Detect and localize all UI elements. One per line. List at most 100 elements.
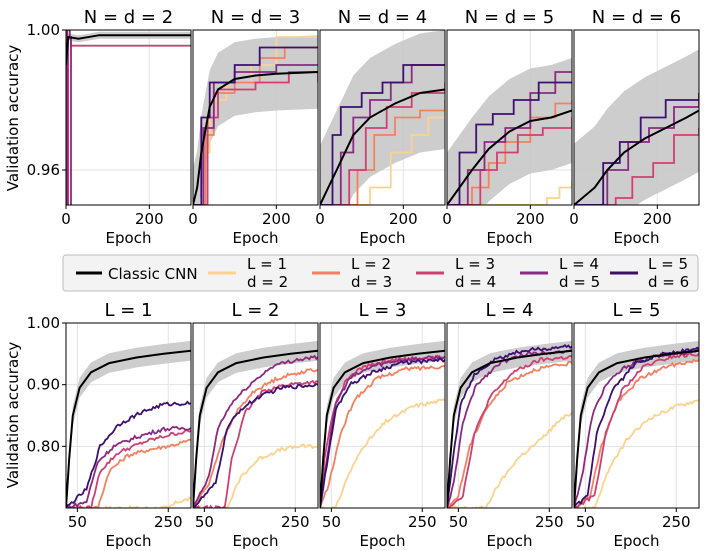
- series-line: [320, 354, 445, 508]
- top-panel-title: N = d = 6: [592, 7, 681, 28]
- x-tick-label: 200: [135, 210, 164, 228]
- legend-box: [62, 254, 699, 292]
- panel-frame: [319, 29, 446, 206]
- cnn-line: [574, 109, 699, 205]
- top-panel-title: N = d = 4: [338, 7, 427, 28]
- cnn-variance-band: [574, 340, 699, 508]
- top-panel-title: N = d = 3: [211, 7, 300, 28]
- series-line: [193, 46, 318, 205]
- cnn-line: [574, 349, 699, 508]
- panel-frame: [65, 29, 192, 206]
- cnn-variance-band: [320, 30, 445, 205]
- series-line: [66, 400, 191, 508]
- panel-frame: [446, 29, 573, 206]
- top-panel-title: N = d = 5: [465, 7, 554, 28]
- series-line: [320, 100, 445, 205]
- cnn-line: [447, 109, 572, 205]
- panel-frame: [192, 322, 319, 509]
- x-axis-label: Epoch: [614, 229, 660, 247]
- cnn-variance-band: [193, 35, 318, 205]
- legend-entry-5-line2: d = 6: [648, 273, 689, 291]
- x-tick-label: 50: [195, 513, 214, 531]
- x-axis-label: Epoch: [106, 532, 152, 550]
- legend-entry-4-line2: d = 5: [559, 273, 600, 291]
- series-line: [447, 411, 572, 508]
- cnn-line: [320, 88, 445, 205]
- series-line: [320, 365, 445, 508]
- plot-area: [574, 49, 699, 205]
- series-line: [320, 64, 445, 205]
- cnn-line: [66, 349, 191, 508]
- series-line: [193, 382, 318, 508]
- cnn-variance-band: [447, 58, 572, 205]
- y-tick-label: 0.96: [27, 161, 60, 179]
- x-tick-label: 50: [68, 513, 87, 531]
- panel-frame: [573, 29, 700, 206]
- x-tick-label: 50: [449, 513, 468, 531]
- x-axis-label: Epoch: [487, 229, 533, 247]
- legend-entry-3-line2: d = 4: [455, 273, 496, 291]
- top-panel-title: N = d = 2: [84, 7, 173, 28]
- series-line: [320, 116, 445, 205]
- bottom-panel-title: L = 2: [231, 300, 279, 321]
- bottom-panel-title: L = 1: [104, 300, 152, 321]
- series-line: [193, 46, 318, 205]
- x-tick-label: 200: [389, 210, 418, 228]
- plot-area: [193, 340, 318, 508]
- y-tick-label: 0.80: [27, 437, 60, 455]
- legend-entry-2-line1: L = 2: [351, 255, 391, 273]
- series-line: [574, 399, 699, 508]
- legend-entry-1-line2: d = 2: [247, 273, 288, 291]
- series-line: [66, 438, 191, 508]
- series-line: [320, 398, 445, 508]
- plot-area: [193, 35, 318, 205]
- x-axis-label: Epoch: [487, 532, 533, 550]
- series-line: [447, 81, 572, 205]
- panel-frame: [192, 29, 319, 206]
- legend: Classic CNN L = 1 d = 2 L = 2 d = 3 L = …: [62, 254, 699, 292]
- series-line: [447, 117, 572, 205]
- cnn-variance-band: [447, 340, 572, 508]
- x-axis-label: Epoch: [360, 229, 406, 247]
- plot-area: [447, 58, 572, 205]
- cnn-line: [193, 349, 318, 508]
- series-line: [193, 443, 318, 508]
- series-line: [193, 367, 318, 508]
- x-axis-label: Epoch: [360, 532, 406, 550]
- x-axis-label: Epoch: [233, 532, 279, 550]
- series-line: [447, 180, 572, 205]
- series-line: [447, 343, 572, 508]
- cnn-line: [447, 349, 572, 508]
- bottom-panel-title: L = 3: [358, 300, 406, 321]
- x-tick-label: 250: [535, 513, 564, 531]
- x-tick-label: 0: [188, 210, 198, 228]
- x-axis-label: Epoch: [106, 229, 152, 247]
- x-tick-label: 0: [569, 210, 579, 228]
- legend-entry-1-line1: L = 1: [247, 255, 287, 273]
- legend-entry-3-line1: L = 3: [455, 255, 495, 273]
- cnn-line: [66, 34, 191, 66]
- x-tick-label: 0: [315, 210, 325, 228]
- series-line: [66, 425, 191, 508]
- cnn-line: [193, 71, 318, 205]
- plot-area: [574, 340, 699, 508]
- y-tick-label: 1.00: [27, 314, 60, 332]
- series-line: [447, 360, 572, 508]
- x-tick-label: 250: [408, 513, 437, 531]
- series-line: [193, 354, 318, 508]
- panel-frame: [65, 322, 192, 509]
- x-tick-label: 50: [576, 513, 595, 531]
- x-tick-label: 50: [322, 513, 341, 531]
- top-ylabel: Validation accuracy: [4, 45, 22, 192]
- bottom-ylabel: Validation accuracy: [4, 342, 22, 489]
- plot-area: [320, 340, 445, 508]
- y-tick-label: 0.90: [27, 376, 60, 394]
- x-tick-label: 0: [442, 210, 452, 228]
